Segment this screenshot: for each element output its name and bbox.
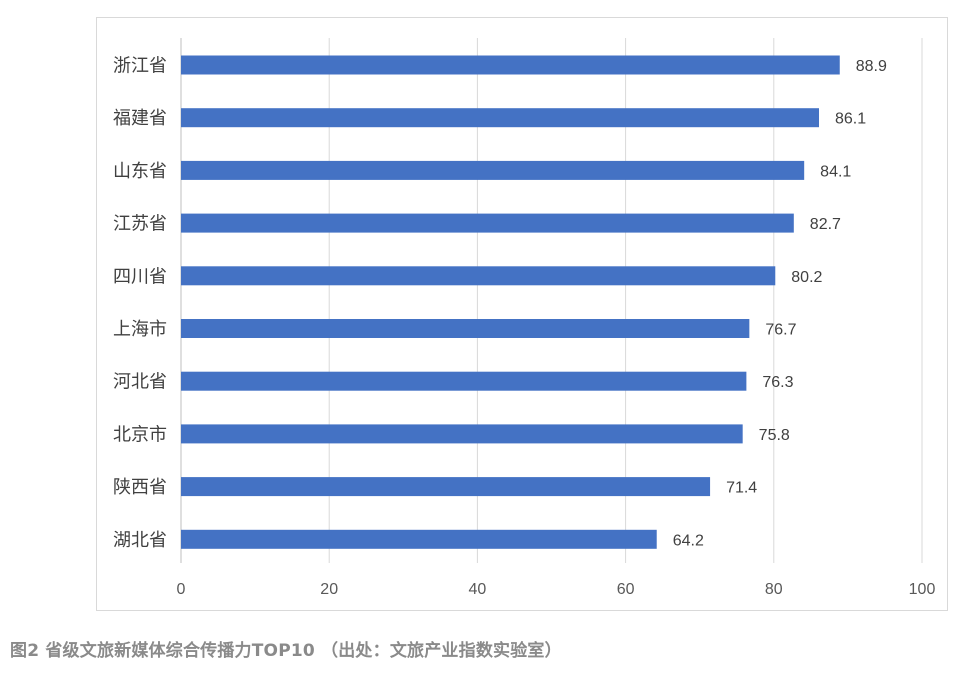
data-label: 75.8 <box>759 427 790 444</box>
data-label: 76.3 <box>762 374 793 391</box>
category-label: 浙江省 <box>113 56 167 77</box>
x-tick-label: 100 <box>909 581 936 598</box>
bar <box>181 55 840 75</box>
data-label: 82.7 <box>810 216 841 233</box>
category-label: 山东省 <box>113 161 167 182</box>
bar <box>181 108 820 128</box>
data-label: 64.2 <box>673 532 704 549</box>
data-label: 80.2 <box>791 269 822 286</box>
data-label: 88.9 <box>856 58 887 75</box>
category-label: 陕西省 <box>113 477 167 498</box>
bars <box>181 55 840 549</box>
x-axis-ticks: 0 20 40 60 80 100 <box>177 581 936 598</box>
data-label: 76.7 <box>765 322 796 339</box>
value-labels: 88.9 86.1 84.1 82.7 80.2 76.7 76.3 75.8 71.4 64.2 <box>673 58 887 549</box>
category-label: 福建省 <box>113 108 167 129</box>
bar <box>181 477 711 497</box>
figure-caption: 图2 省级文旅新媒体综合传播力TOP10 （出处：文旅产业指数实验室） <box>10 641 562 661</box>
category-label: 河北省 <box>113 372 167 393</box>
x-tick-label: 80 <box>765 581 783 598</box>
bar <box>181 213 794 233</box>
bar <box>181 266 776 286</box>
data-label: 71.4 <box>726 480 757 497</box>
bar <box>181 160 805 180</box>
x-tick-label: 60 <box>617 581 635 598</box>
x-tick-label: 20 <box>320 581 338 598</box>
bar <box>181 424 743 444</box>
data-label: 86.1 <box>835 111 866 128</box>
category-label: 湖北省 <box>113 530 167 551</box>
bar <box>181 371 747 391</box>
category-label: 北京市 <box>113 424 167 445</box>
category-label: 上海市 <box>113 319 167 340</box>
bar <box>181 529 657 549</box>
x-tick-label: 0 <box>177 581 186 598</box>
x-tick-label: 40 <box>469 581 487 598</box>
category-label: 江苏省 <box>113 214 167 235</box>
category-label: 四川省 <box>113 266 167 287</box>
data-label: 84.1 <box>820 163 851 180</box>
bar <box>181 319 750 338</box>
